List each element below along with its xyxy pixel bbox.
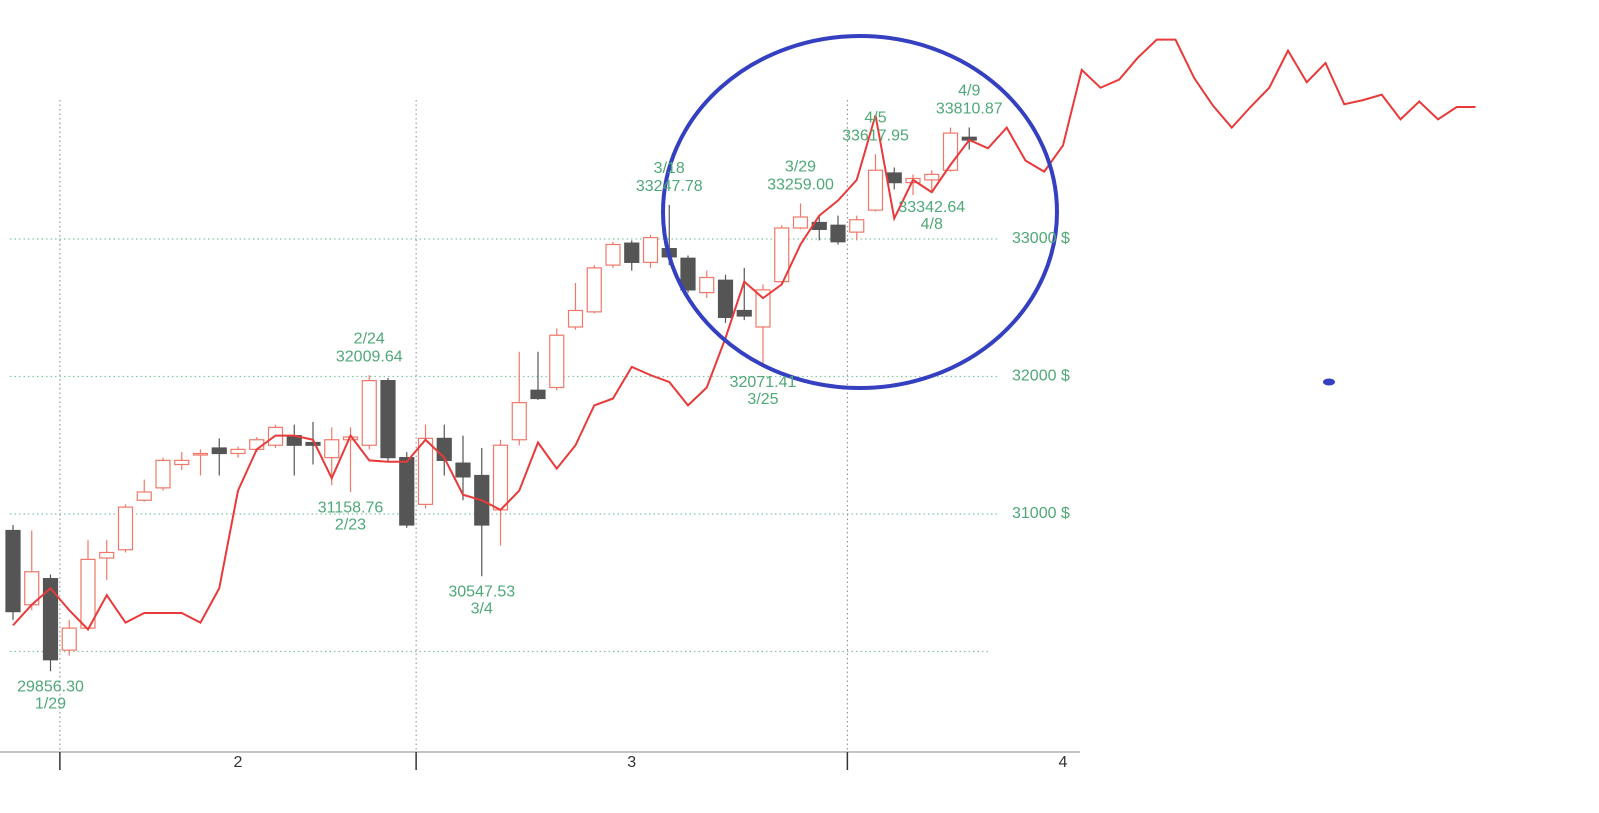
candle-body (624, 242, 640, 263)
candle-body (117, 506, 134, 551)
annotation-date: 3/29 (785, 159, 816, 176)
candle-body (849, 219, 865, 233)
candle-body (511, 402, 527, 441)
y-tick-label: 32000 $ (1012, 368, 1070, 385)
x-tick-label: 3 (627, 754, 636, 771)
candle-body (886, 172, 902, 184)
candle-body (324, 439, 340, 459)
y-tick-label: 33000 $ (1012, 230, 1070, 247)
x-tick-label: 4 (1059, 754, 1068, 771)
candle-body (717, 279, 734, 318)
candle-body (305, 441, 321, 446)
annotation-value: 32009.64 (336, 348, 403, 365)
candle-body (642, 237, 659, 263)
candle-body (774, 227, 790, 283)
annotation-value: 29856.30 (17, 678, 84, 695)
candle-body (155, 459, 171, 489)
annotation-date: 4/8 (921, 216, 943, 233)
candle-body (530, 389, 546, 400)
annotation-value: 33810.87 (936, 101, 1003, 118)
candle-body (399, 457, 415, 526)
candle-body (586, 267, 602, 313)
annotation-value: 30547.53 (448, 583, 515, 600)
annotation-date: 3/25 (747, 391, 778, 408)
candle-body (5, 529, 21, 613)
annotation-date: 4/5 (864, 109, 886, 126)
candle-body (230, 448, 246, 455)
y-tick-label: 31000 $ (1012, 505, 1070, 522)
candle-body (42, 578, 59, 661)
candle-body (136, 491, 152, 501)
annotation-value: 33617.95 (842, 127, 909, 144)
candle-body (380, 380, 396, 459)
candle-body (80, 558, 96, 629)
candle-body (567, 309, 584, 328)
candle-body (61, 627, 77, 651)
candle-body (211, 447, 227, 455)
annotation-value: 31158.76 (318, 499, 384, 516)
annotation-value: 32071.41 (730, 374, 797, 391)
candle-body (755, 289, 771, 328)
candle-body (549, 334, 565, 389)
candle-body (924, 173, 940, 181)
candle-body (867, 169, 884, 211)
candle-body (605, 243, 621, 266)
annotation-date: 2/23 (335, 516, 366, 533)
candle-body (99, 551, 115, 559)
annotation-value: 33342.64 (898, 199, 965, 216)
candle-body (792, 216, 809, 229)
candle-body (417, 437, 434, 505)
candle-body (680, 257, 696, 291)
annotation-date: 1/29 (35, 695, 66, 712)
annotation-date: 3/18 (654, 160, 685, 177)
annotation-date: 3/4 (471, 600, 493, 617)
candle-body (699, 276, 715, 294)
candle-body (830, 224, 846, 243)
highlight-ellipse (661, 34, 1059, 390)
line-series (12, 38, 1476, 632)
annotation-date: 4/9 (958, 83, 980, 100)
candle-body (736, 309, 752, 317)
annotation-value: 33247.78 (636, 178, 703, 195)
x-tick-label: 2 (234, 754, 243, 771)
candle-body (174, 459, 190, 466)
candle-body (361, 380, 377, 446)
annotation-date: 2/24 (354, 330, 385, 347)
marker-dot (1323, 378, 1335, 386)
candle-body (455, 462, 471, 478)
candle-body (492, 444, 509, 511)
annotation-value: 33259.00 (767, 177, 834, 194)
candle-body (192, 452, 209, 456)
